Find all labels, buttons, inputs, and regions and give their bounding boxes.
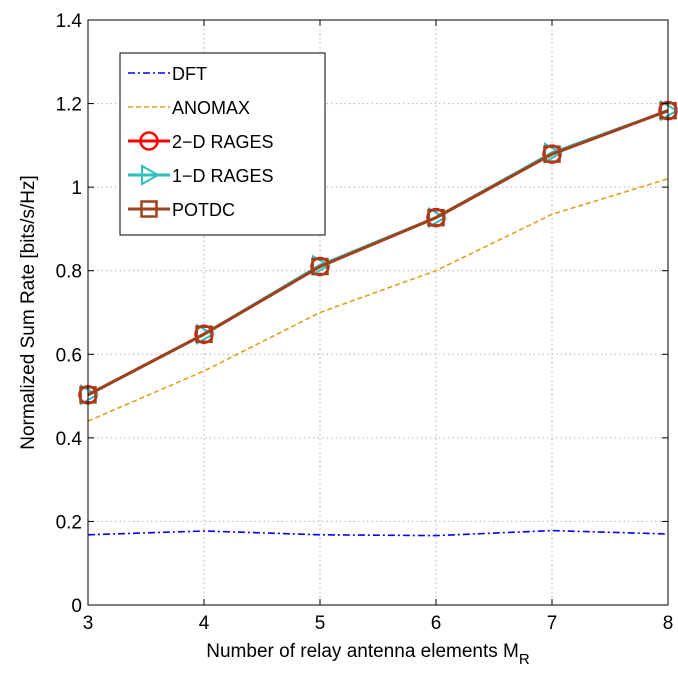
x-axis-label-main: Number of relay antenna elements M: [206, 641, 519, 662]
y-tick-label: 0.4: [56, 429, 83, 450]
series-0: [87, 529, 669, 537]
x-tick-label: 6: [431, 613, 442, 634]
series-line: [87, 178, 669, 422]
series-layer: [78, 99, 678, 537]
legend-label: 2−D RAGES: [172, 132, 274, 152]
legend-label: POTDC: [172, 200, 235, 220]
legend-marker: [140, 200, 158, 218]
legend-marker: [141, 164, 161, 186]
x-tick-label: 8: [663, 613, 674, 634]
y-tick-label: 0.8: [56, 262, 82, 283]
y-tick-label: 0.6: [56, 345, 82, 366]
y-axis-label: Normalized Sum Rate [bits/s/Hz]: [18, 175, 39, 450]
legend-label: 1−D RAGES: [172, 166, 274, 186]
legend: DFT ANOMAX 2−D RAGES 1−D RAGES POTDC: [119, 52, 326, 236]
x-tick-label: 5: [315, 613, 326, 634]
y-tick-label: 1.2: [56, 95, 82, 116]
series-line: [87, 529, 669, 537]
legend-box: [119, 52, 326, 236]
legend-label: DFT: [172, 64, 207, 84]
series-1: [87, 178, 669, 422]
x-tick-label: 4: [199, 613, 210, 634]
y-tick-label: 1: [71, 178, 82, 199]
x-axis-label-subscript: R: [519, 651, 530, 668]
x-axis-label: Number of relay antenna elements MR: [206, 641, 530, 668]
y-tick-label: 0.2: [56, 512, 82, 533]
y-tick-label: 1.4: [56, 11, 83, 32]
legend-marker: [139, 131, 159, 151]
data-point: [543, 145, 561, 163]
x-tick-label: 3: [83, 613, 94, 634]
plot-frame: [87, 19, 669, 606]
data-point: [195, 325, 213, 343]
x-tick-label: 7: [547, 613, 558, 634]
y-tick-label: 0: [71, 596, 82, 617]
ticks: 3 4 5 6 7 8 0 0.2 0.4 0.6 0.8 1 1.2 1.4: [56, 11, 674, 634]
data-point: [427, 208, 445, 227]
legend-label: ANOMAX: [172, 98, 250, 118]
series-line: [87, 109, 669, 397]
data-point: [311, 257, 329, 276]
